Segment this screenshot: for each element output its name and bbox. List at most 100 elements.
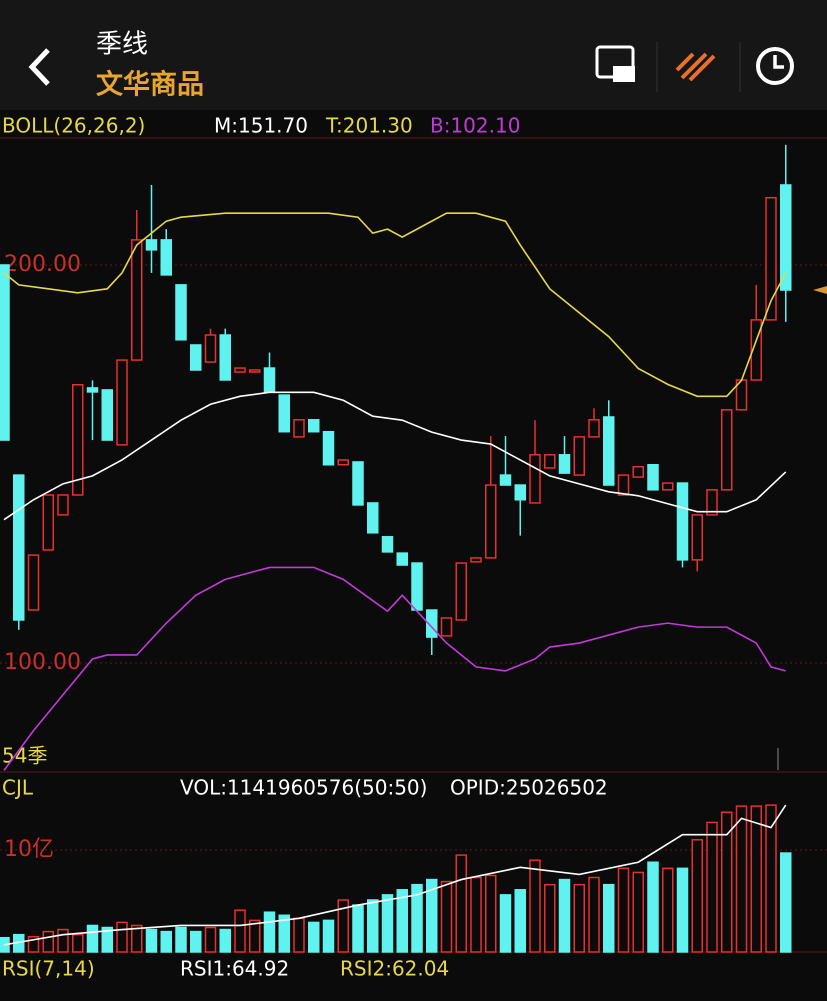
candle-body <box>455 562 467 621</box>
candle-body <box>514 484 526 501</box>
volume-bar <box>175 926 187 953</box>
volume-bar <box>411 883 423 953</box>
candle-body <box>337 459 349 466</box>
stat: RSI2:62.04 <box>340 957 449 981</box>
volume-bar <box>573 883 585 953</box>
volume-bar <box>691 839 703 953</box>
candle-body <box>367 502 379 534</box>
volume-bar <box>219 928 231 953</box>
volume-bar <box>86 924 99 953</box>
candle-body <box>219 334 231 381</box>
screen-icon[interactable] <box>595 45 635 82</box>
volume-bar <box>514 889 526 953</box>
stat: OPID:25026502 <box>450 776 608 800</box>
candle-body <box>647 463 659 491</box>
back-button[interactable] <box>28 48 50 86</box>
volume-bar <box>780 852 792 953</box>
candle-body <box>470 557 482 563</box>
volume-bar <box>632 871 644 953</box>
volume-bar <box>662 867 674 953</box>
volume-bar <box>367 899 379 953</box>
volume-bar <box>42 930 54 953</box>
candle-body <box>573 436 585 476</box>
indicator-label: RSI(7,14) <box>2 957 95 981</box>
candle-body <box>322 430 335 466</box>
candle-body <box>544 454 556 469</box>
volume-bar <box>204 926 217 953</box>
candle-body <box>175 284 187 341</box>
volume-bar <box>27 935 40 953</box>
volume-bar <box>529 859 541 953</box>
indicator-label: CJL <box>2 776 34 800</box>
volume-bar <box>234 909 246 953</box>
volume-line <box>3 804 787 946</box>
candle-body <box>780 184 792 291</box>
volume-bar <box>676 867 689 953</box>
candle-body <box>234 367 246 373</box>
candle-body <box>352 461 364 506</box>
candle-body <box>588 419 600 438</box>
top-bar <box>0 0 827 110</box>
candle-body <box>145 239 158 251</box>
clock-icon[interactable] <box>756 47 794 85</box>
title: 季线 <box>96 30 148 60</box>
volume-bar <box>308 921 320 953</box>
candle-body <box>603 416 615 486</box>
candle-body <box>131 239 143 361</box>
volume-bar <box>455 854 467 953</box>
volume-bar <box>499 894 512 953</box>
candle-body <box>204 334 217 363</box>
volume-bar <box>750 805 762 953</box>
candle-body <box>499 474 512 486</box>
candle-body <box>411 562 423 611</box>
stat: VOL:1141960576(50:50) <box>180 776 427 800</box>
candle-body <box>558 454 571 474</box>
volume-bar <box>735 805 748 953</box>
volume-bar <box>426 878 438 953</box>
candle-body <box>485 484 497 559</box>
candle-body <box>263 367 276 393</box>
candle-body <box>396 552 408 566</box>
volume-bar <box>706 821 718 953</box>
volume-bar <box>721 811 733 953</box>
volume-bar <box>352 904 364 953</box>
stat: B:102.10 <box>430 114 520 138</box>
candle-body <box>308 419 320 433</box>
price-marker <box>813 286 827 294</box>
volume-bar <box>337 899 349 953</box>
candle-body <box>116 359 128 446</box>
volume-bar <box>544 883 556 953</box>
volume-bar <box>101 926 113 953</box>
candle-body <box>662 482 674 491</box>
candle-body <box>381 536 394 553</box>
volume-bar <box>381 894 394 953</box>
candle-body <box>440 617 453 637</box>
volume-bar <box>160 930 172 953</box>
y-tick-label: 200.00 <box>4 252 81 277</box>
volume-bar <box>603 883 615 953</box>
volume-bar <box>57 928 69 953</box>
candle-body <box>27 554 40 611</box>
volume-bar <box>470 876 482 953</box>
candle-body <box>0 264 10 441</box>
volume-bar <box>72 933 84 953</box>
candle-body <box>72 384 84 496</box>
stat: M:151.70 <box>214 114 308 138</box>
candle-body <box>101 389 113 441</box>
volume-bar <box>485 874 497 953</box>
draw-icon[interactable] <box>675 52 716 82</box>
candle-body <box>42 494 54 551</box>
candle-body <box>706 489 718 516</box>
candle-body <box>86 387 99 393</box>
candle-body <box>529 454 541 504</box>
indicator-label: BOLL(26,26,2) <box>2 114 145 138</box>
volume-bar <box>558 878 571 953</box>
volume-bar <box>440 880 453 953</box>
stat: T:201.30 <box>325 114 413 138</box>
volume-bar <box>322 919 335 953</box>
volume-bar <box>131 924 143 953</box>
volume-bar <box>588 876 600 953</box>
candle-body <box>676 482 689 561</box>
boll-line <box>3 391 787 521</box>
candle-body <box>721 409 733 491</box>
